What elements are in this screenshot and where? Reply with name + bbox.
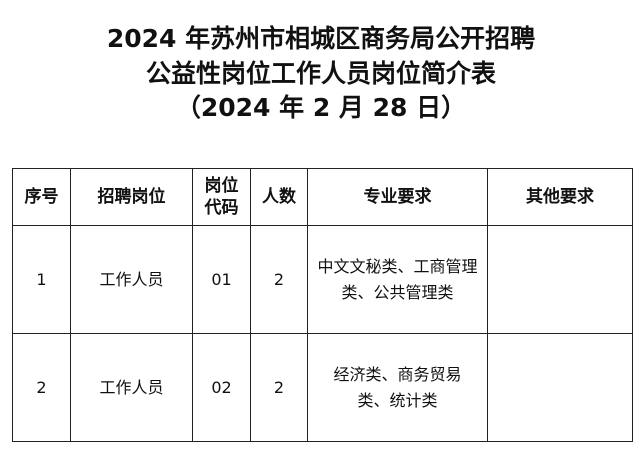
positions-table: 序号 招聘岗位 岗位代码 人数 专业要求 其他要求 1 工作人员 01 2 中文… xyxy=(12,168,633,442)
cell-index: 2 xyxy=(12,333,71,442)
document-title-line-1: 2024 年苏州市相城区商务局公开招聘 xyxy=(106,24,536,53)
header-position-code: 岗位代码 xyxy=(192,168,251,226)
table-header-row: 序号 招聘岗位 岗位代码 人数 专业要求 其他要求 xyxy=(12,168,633,226)
cell-other xyxy=(487,333,633,442)
cell-count: 2 xyxy=(250,333,308,442)
cell-position-code: 01 xyxy=(192,225,251,334)
cell-major: 经济类、商务贸易类、统计类 xyxy=(307,333,488,442)
cell-major: 中文文秘类、工商管理类、公共管理类 xyxy=(307,225,488,334)
cell-count: 2 xyxy=(250,225,308,334)
header-position-code-text: 岗位代码 xyxy=(204,176,239,218)
cell-index: 1 xyxy=(12,225,71,334)
header-position: 招聘岗位 xyxy=(70,168,193,226)
table-row: 1 工作人员 01 2 中文文秘类、工商管理类、公共管理类 xyxy=(12,225,633,334)
header-other: 其他要求 xyxy=(487,168,633,226)
cell-major-text: 经济类、商务贸易类、统计类 xyxy=(333,364,462,410)
header-index: 序号 xyxy=(12,168,71,226)
header-count: 人数 xyxy=(250,168,308,226)
document-date: （2024 年 2 月 28 日） xyxy=(175,93,467,122)
cell-position: 工作人员 xyxy=(70,225,193,334)
cell-position: 工作人员 xyxy=(70,333,193,442)
cell-major-text: 中文文秘类、工商管理类、公共管理类 xyxy=(317,256,478,302)
cell-position-code: 02 xyxy=(192,333,251,442)
header-major: 专业要求 xyxy=(307,168,488,226)
cell-other xyxy=(487,225,633,334)
table-row: 2 工作人员 02 2 经济类、商务贸易类、统计类 xyxy=(12,333,633,442)
document-title-line-2: 公益性岗位工作人员岗位简介表 xyxy=(145,59,496,88)
